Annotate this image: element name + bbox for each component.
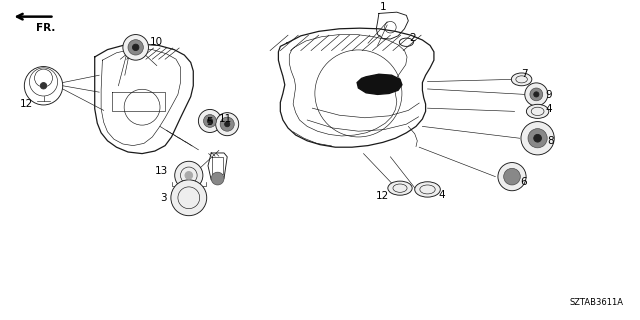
Circle shape [530, 88, 543, 101]
Circle shape [225, 122, 230, 127]
Text: 11: 11 [219, 114, 232, 124]
Ellipse shape [526, 104, 549, 118]
Text: 5: 5 [207, 116, 213, 127]
Circle shape [211, 172, 224, 185]
Ellipse shape [511, 73, 532, 86]
Text: 3: 3 [160, 193, 166, 203]
Circle shape [175, 161, 203, 189]
Circle shape [534, 134, 541, 142]
Circle shape [220, 117, 234, 131]
Circle shape [40, 83, 47, 89]
Text: 2: 2 [410, 33, 416, 43]
Circle shape [128, 40, 143, 55]
Circle shape [207, 118, 212, 124]
Text: 4: 4 [438, 190, 445, 200]
Circle shape [216, 113, 239, 136]
Circle shape [498, 163, 526, 191]
Text: 12: 12 [376, 191, 389, 201]
Circle shape [521, 122, 554, 155]
Text: FR.: FR. [36, 23, 56, 33]
Text: 9: 9 [546, 90, 552, 100]
Circle shape [132, 44, 139, 51]
Ellipse shape [388, 181, 412, 195]
Text: SZTAB3611A: SZTAB3611A [570, 298, 624, 307]
Circle shape [525, 83, 548, 106]
Circle shape [185, 172, 193, 179]
Text: 4: 4 [546, 104, 552, 115]
Text: 8: 8 [547, 136, 554, 146]
Circle shape [504, 168, 520, 185]
Circle shape [123, 35, 148, 60]
Polygon shape [357, 74, 402, 94]
Circle shape [534, 92, 539, 97]
Text: 6: 6 [520, 177, 527, 187]
Circle shape [528, 129, 547, 148]
Text: 12: 12 [20, 99, 33, 109]
Circle shape [171, 180, 207, 216]
Circle shape [198, 109, 221, 132]
Text: 7: 7 [522, 69, 528, 79]
Text: 13: 13 [155, 166, 168, 176]
Ellipse shape [415, 182, 440, 197]
Circle shape [204, 115, 216, 127]
Text: 1: 1 [380, 2, 386, 12]
Text: 10: 10 [150, 37, 163, 47]
